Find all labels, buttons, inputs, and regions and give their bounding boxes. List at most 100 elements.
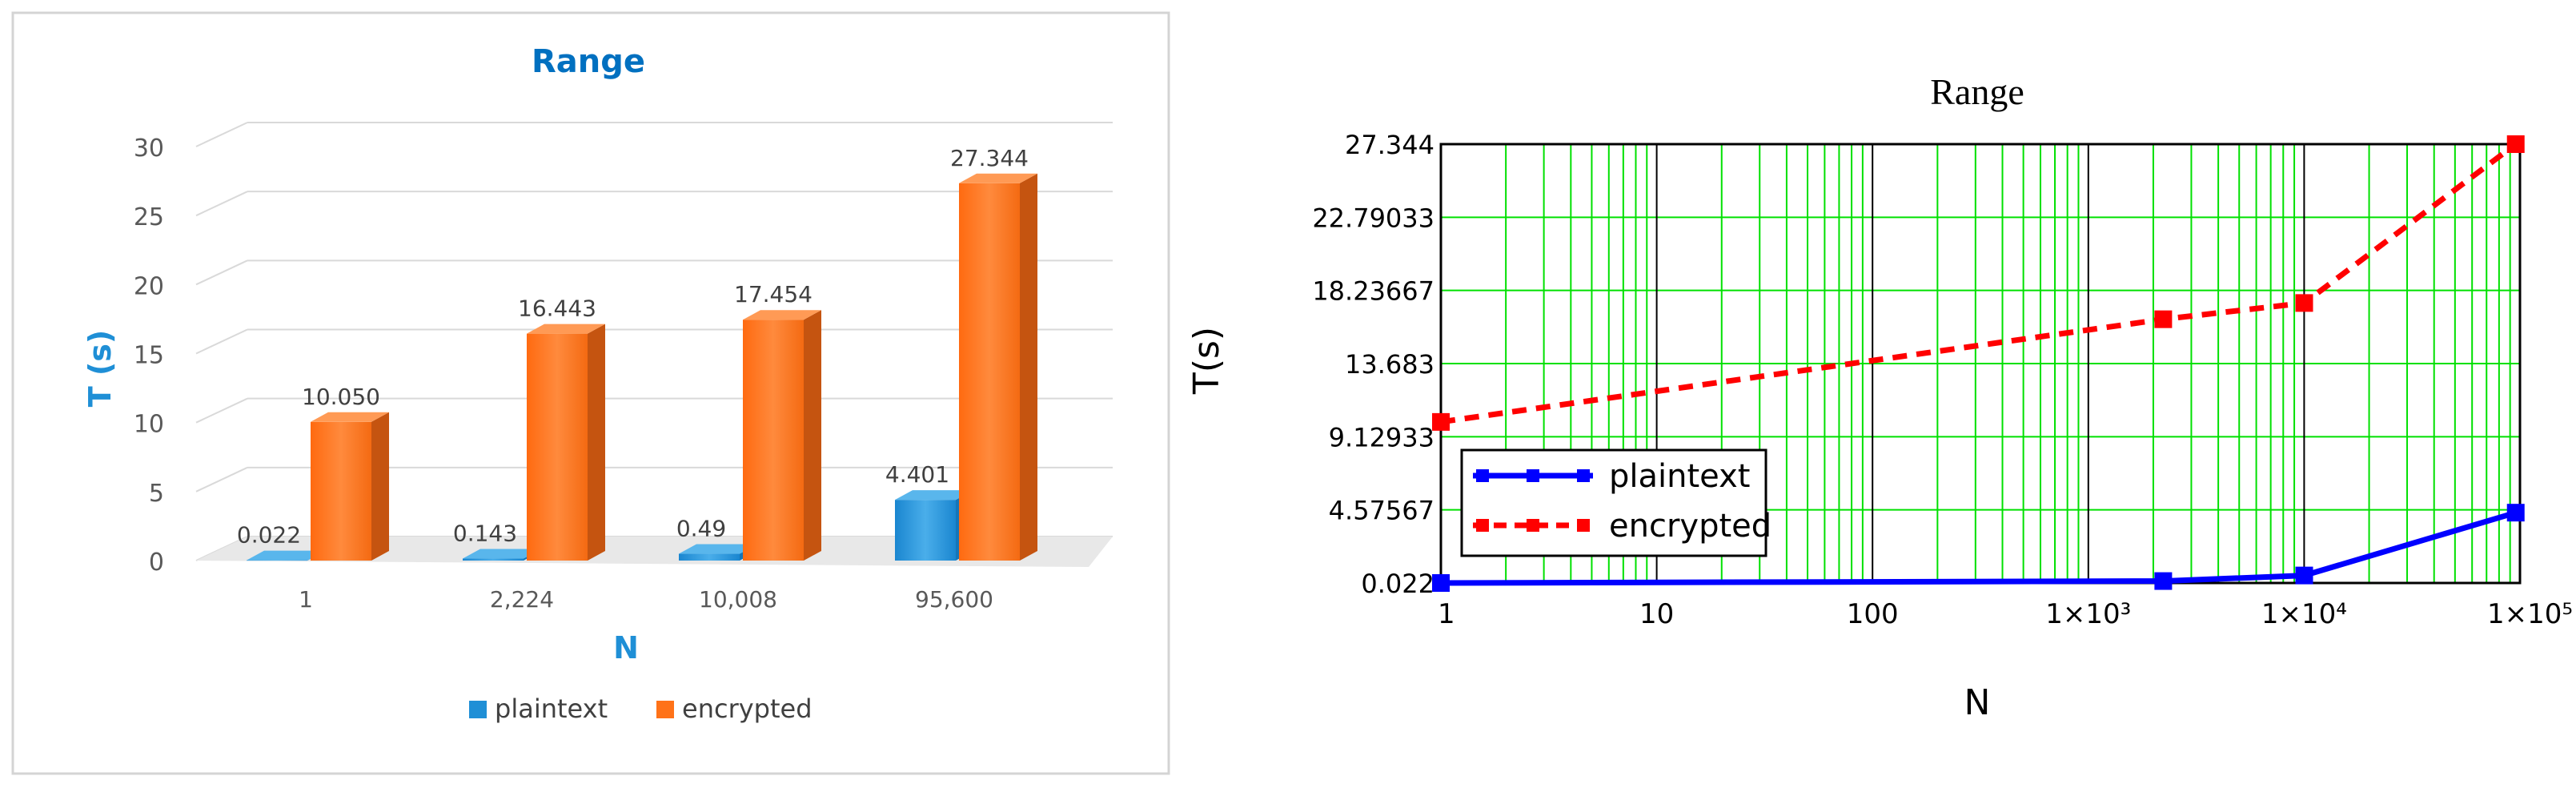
x-tick-label: 10 — [1639, 598, 1674, 630]
gridline-depth — [195, 466, 248, 492]
legend-label-encrypted: encrypted — [682, 694, 813, 724]
y-tick-label: 5 — [149, 480, 164, 508]
data-label-encrypted: 17.454 — [734, 281, 813, 308]
legend-label-encrypted: encrypted — [1609, 508, 1772, 545]
y-tick-label: 22.79033 — [1312, 203, 1434, 233]
x-tick-label: 1 — [1438, 598, 1455, 630]
legend-marker-plaintext — [1527, 469, 1539, 482]
y-tick-label: 30 — [134, 135, 164, 163]
bars: 0.022 10.050 0.143 16.443 0.49 17.454 4.401 27.… — [237, 145, 1037, 561]
bar-encrypted — [743, 320, 804, 561]
series-line-plaintext — [1440, 509, 2517, 586]
y-tick-label: 13.683 — [1345, 349, 1434, 380]
legend-marker-plaintext — [1577, 469, 1590, 482]
legend-label-plaintext: plaintext — [495, 694, 608, 724]
line-chart-log: Range 0.022 4.57567 9.12933 13.683 18.23667 2… — [1186, 71, 2573, 723]
x-tick-labels: 1 2,224 10,008 95,600 — [299, 586, 993, 613]
bar-side-encrypted — [588, 324, 605, 561]
x-tick-label: 95,600 — [915, 586, 993, 613]
bar-top-encrypted — [743, 310, 821, 320]
bar-top-plaintext — [463, 549, 541, 559]
x-tick-label: 1×10⁵ — [2487, 598, 2573, 630]
y-tick-labels: 0 5 10 15 20 25 30 — [134, 135, 164, 577]
data-point-plaintext — [2295, 566, 2313, 585]
bar-side-encrypted — [1020, 173, 1037, 561]
chart-title: Range — [1930, 71, 2024, 112]
bar-plaintext — [895, 500, 956, 561]
bar-top-encrypted — [527, 324, 605, 334]
data-point-encrypted — [2295, 294, 2313, 312]
x-tick-label: 10,008 — [699, 586, 777, 613]
data-label-encrypted: 16.443 — [518, 296, 596, 322]
gridline-depth — [195, 259, 248, 286]
bar-top-plaintext — [247, 550, 325, 561]
y-tick-label: 4.57567 — [1329, 496, 1434, 526]
legend-label-plaintext: plaintext — [1609, 458, 1750, 495]
y-tick-label: 0 — [149, 549, 164, 577]
y-tick-label: 20 — [134, 272, 164, 300]
y-tick-labels: 0.022 4.57567 9.12933 13.683 18.23667 22.7903… — [1312, 130, 1434, 599]
x-tick-label: 1 — [299, 586, 313, 613]
x-tick-labels: 1 10 100 1×10³ 1×10⁴ 1×10⁵ — [1438, 598, 2573, 630]
bar-top-encrypted — [959, 173, 1037, 183]
bar-plaintext — [679, 553, 740, 561]
x-tick-label: 1×10⁴ — [2261, 598, 2347, 630]
legend-marker-encrypted — [1577, 519, 1590, 532]
floor-plane — [196, 537, 1113, 567]
chart-title: Range — [532, 43, 645, 80]
y-tick-label: 18.23667 — [1312, 276, 1434, 307]
data-point-plaintext — [1432, 574, 1450, 592]
series-line-encrypted — [1440, 142, 2518, 425]
y-tick-label: 15 — [134, 342, 164, 370]
bar-side-encrypted — [371, 412, 389, 561]
data-label-plaintext: 0.143 — [453, 521, 517, 547]
data-label-plaintext: 4.401 — [885, 461, 949, 488]
data-point-encrypted — [2506, 135, 2525, 153]
legend: plaintext encrypted — [1460, 448, 1772, 557]
legend-marker-encrypted — [1476, 519, 1489, 532]
bar-plaintext — [463, 558, 524, 561]
x-tick-label: 100 — [1847, 598, 1899, 630]
data-point-plaintext — [2154, 572, 2173, 590]
x-axis-label: N — [613, 630, 639, 665]
bar-side-encrypted — [804, 310, 821, 561]
x-tick-label: 2,224 — [490, 586, 554, 613]
bar-encrypted — [959, 183, 1020, 561]
legend-marker-plaintext — [1476, 469, 1489, 482]
chart-floor — [196, 537, 1113, 567]
data-label-plaintext: 0.022 — [237, 522, 301, 549]
data-point-encrypted — [2154, 310, 2173, 328]
y-tick-label: 10 — [134, 411, 164, 439]
bar-encrypted — [527, 333, 588, 561]
y-tick-label: 27.344 — [1345, 130, 1434, 160]
series-lines — [1432, 135, 2525, 592]
legend-swatch-plaintext — [469, 701, 487, 718]
data-point-plaintext — [2506, 504, 2525, 522]
bar-top-encrypted — [311, 412, 389, 422]
data-label-encrypted: 27.344 — [950, 145, 1029, 171]
y-axis-label: T(s) — [1186, 327, 1227, 395]
legend-box — [1460, 448, 1767, 557]
y-tick-label: 9.12933 — [1329, 422, 1434, 452]
data-point-encrypted — [1432, 412, 1450, 431]
data-label-encrypted: 10.050 — [302, 384, 380, 410]
bar-chart-3d: Range 0 5 10 15 20 25 30 T (s) 0.022 10.050 0.14… — [11, 11, 1170, 775]
y-tick-label: 25 — [134, 203, 164, 231]
legend-swatch-encrypted — [656, 701, 674, 718]
bar-top-plaintext — [895, 490, 973, 501]
bar-top-plaintext — [679, 544, 757, 554]
bar-encrypted — [311, 421, 371, 561]
gridline-depth — [195, 328, 248, 355]
legend: plaintext encrypted — [469, 694, 813, 724]
legend-marker-encrypted — [1527, 519, 1539, 532]
gridline-depth — [195, 397, 248, 424]
x-axis-label: N — [1964, 682, 1991, 723]
x-tick-label: 1×10³ — [2045, 598, 2131, 630]
y-tick-label: 0.022 — [1361, 569, 1434, 599]
gridlines — [1441, 144, 2520, 583]
y-axis-label: T (s) — [82, 330, 118, 408]
gridline-depth — [195, 191, 248, 217]
data-label-plaintext: 0.49 — [676, 516, 726, 542]
gridline-depth — [195, 122, 248, 147]
